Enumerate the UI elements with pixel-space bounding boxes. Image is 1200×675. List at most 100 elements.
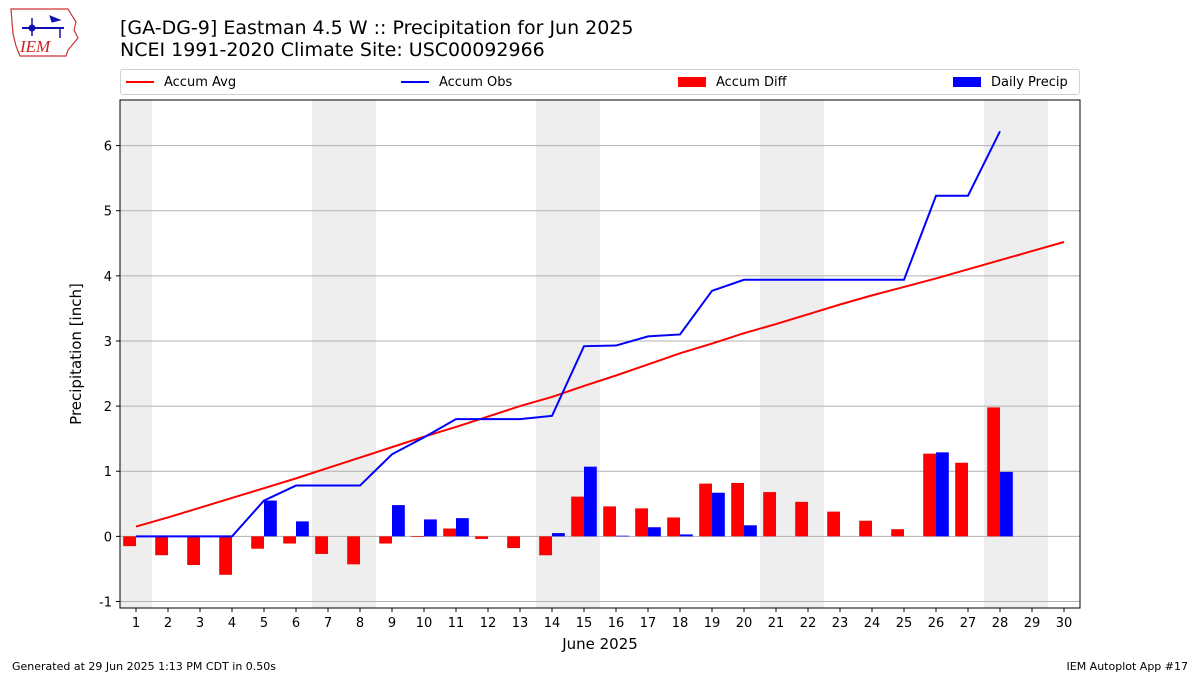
x-tick-label: 18 [672,616,689,631]
daily-precip-bar [264,500,277,537]
app-label: IEM Autoplot App #17 [1066,660,1189,673]
x-tick-label: 17 [640,616,657,631]
accum-diff-bar [891,529,904,537]
x-tick-label: 4 [228,616,236,631]
weekend-shade [1016,100,1048,608]
accum-diff-bar [731,482,744,537]
daily-precip-bar [616,535,629,537]
legend-swatch [126,81,154,83]
x-tick-label: 10 [416,616,433,631]
y-tick-label: 2 [104,400,112,415]
accum-diff-bar [603,506,616,537]
legend-swatch [953,77,981,87]
accum-diff-bar [923,453,936,537]
x-axis-label: June 2025 [561,635,638,653]
x-tick-label: 25 [896,616,913,631]
accum-diff-bar [155,536,168,556]
daily-precip-bar [392,505,405,537]
y-tick-label: 1 [104,465,112,480]
x-tick-label: 13 [512,616,529,631]
x-tick-label: 6 [292,616,300,631]
y-tick-label: 0 [104,530,112,545]
iowa-state-outline [10,8,79,57]
y-tick-label: 6 [104,140,112,155]
x-tick-label: 26 [928,616,945,631]
x-tick-label: 14 [544,616,561,631]
daily-precip-bar [648,527,661,537]
accum-diff-bar [187,536,200,566]
accum-diff-bar [507,536,520,549]
y-tick-label: 3 [104,335,112,350]
legend-item-accum-diff: Accum Diff [678,70,787,94]
x-tick-label: 7 [324,616,332,631]
accum-diff-bar [379,536,392,544]
legend-label: Daily Precip [991,74,1068,90]
legend-swatch [401,81,429,83]
weekend-shade [312,100,344,608]
legend-item-accum-obs: Accum Obs [401,70,512,94]
accum-diff-bar [955,462,968,537]
x-tick-label: 2 [164,616,172,631]
daily-precip-bar [936,452,949,537]
x-tick-label: 30 [1056,616,1073,631]
chart-subtitle: NCEI 1991-2020 Climate Site: USC00092966 [120,39,545,61]
accum-diff-bar [827,511,840,537]
legend-label: Accum Diff [716,74,787,90]
x-tick-label: 19 [704,616,721,631]
accum-obs-line [136,130,1001,538]
daily-precip-bar [552,533,565,537]
x-tick-label: 27 [960,616,977,631]
x-tick-label: 24 [864,616,881,631]
x-tick-label: 3 [196,616,204,631]
iem-logo: IEM [10,8,79,57]
legend-swatch [678,77,706,87]
accum-diff-bar [251,536,264,549]
accum-diff-bar [123,536,136,547]
accum-diff-bar [315,536,328,554]
accum-diff-bar [987,407,1000,537]
daily-precip-bar [744,525,757,537]
x-tick-label: 16 [608,616,625,631]
legend-item-accum-avg: Accum Avg [126,70,236,94]
y-tick-label: 4 [104,270,112,285]
legend-item-daily-precip: Daily Precip [953,70,1068,94]
x-tick-label: 21 [768,616,785,631]
accum-diff-bar [859,520,872,537]
accum-diff-bar [283,536,296,544]
accum-avg-line [135,241,1065,528]
accum-diff-bar [443,528,456,537]
accum-diff-bar [571,496,584,537]
x-tick-label: 23 [832,616,849,631]
daily-precip-bar [712,492,725,537]
x-tick-label: 20 [736,616,753,631]
x-tick-label: 15 [576,616,593,631]
accum-diff-bar [411,536,424,538]
x-tick-label: 11 [448,616,465,631]
daily-precip-bar [456,518,469,537]
legend-label: Accum Obs [439,74,513,90]
weekend-shade [120,100,152,608]
logo-text: IEM [19,37,51,56]
weather-station-icon [22,15,64,38]
accum-diff-bar [635,508,648,537]
accum-diff-bar [699,483,712,537]
x-tick-label: 22 [800,616,817,631]
daily-precip-bar [584,466,597,537]
daily-precip-bar [296,521,309,537]
y-tick-label: -1 [99,595,112,610]
x-tick-label: 28 [992,616,1009,631]
accum-diff-bar [347,536,360,565]
plot-frame [119,99,1081,609]
y-axis-label: Precipitation [inch] [67,283,85,425]
daily-precip-bar [680,534,693,537]
x-tick-label: 12 [480,616,497,631]
x-tick-label: 5 [260,616,268,631]
x-tick-label: 29 [1024,616,1041,631]
accum-diff-bar [667,517,680,537]
daily-precip-bar [1000,471,1013,537]
x-tick-label: 8 [356,616,364,631]
generated-timestamp: Generated at 29 Jun 2025 1:13 PM CDT in … [12,660,277,673]
weekend-shade [536,100,568,608]
weekend-shade [344,100,376,608]
